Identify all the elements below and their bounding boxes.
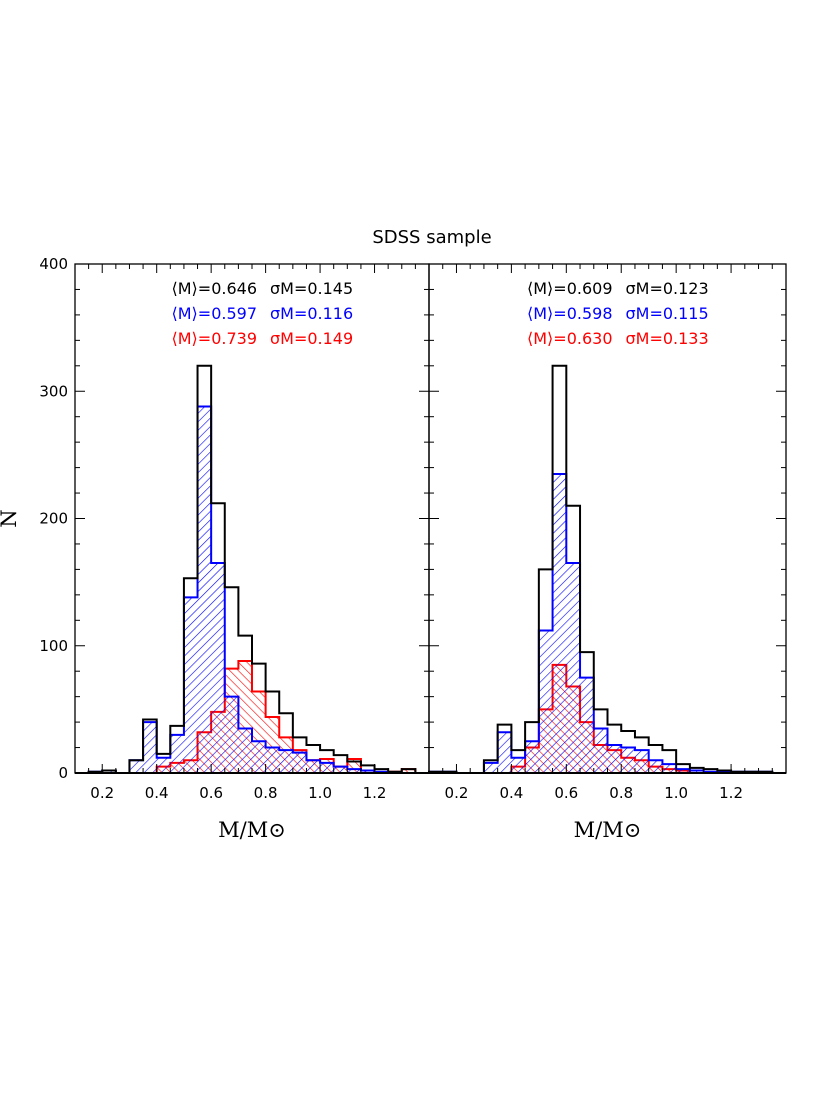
y-tick-label: 100 <box>39 637 68 655</box>
histogram-outline <box>428 472 786 774</box>
histogram-fill <box>75 661 429 773</box>
mean-annotation: ⟨M⟩=0.598 <box>527 304 613 323</box>
x-tick-label: 0.6 <box>199 784 223 802</box>
figure-title: SDSS sample <box>372 227 491 248</box>
x-tick-label: 0.2 <box>90 784 114 802</box>
y-tick-label: 0 <box>58 764 68 782</box>
x-tick-label: 1.0 <box>664 784 688 802</box>
x-tick-label: 0.8 <box>609 784 633 802</box>
sigma-annotation: σM=0.115 <box>626 304 709 323</box>
y-axis-label: N <box>0 509 21 527</box>
histogram-series-0 <box>428 364 786 774</box>
mean-annotation: ⟨M⟩=0.609 <box>527 279 613 298</box>
x-axis-label: M/M⊙ <box>218 818 286 842</box>
sigma-annotation: σM=0.116 <box>270 304 353 323</box>
x-tick-label: 0.2 <box>445 784 469 802</box>
y-tick-label: 400 <box>39 255 68 273</box>
mean-annotation: ⟨M⟩=0.597 <box>172 304 258 323</box>
x-tick-label: 0.6 <box>554 784 578 802</box>
y-tick-label: 200 <box>39 510 68 528</box>
sigma-annotation: σM=0.149 <box>270 329 353 348</box>
sigma-annotation: σM=0.145 <box>270 279 353 298</box>
sigma-annotation: σM=0.123 <box>626 279 709 298</box>
panel-1: 0.2 0.4 0.6 0.8 1.0 1.2 0 100 200 300 400 M/M⊙ N ⟨M⟩=… <box>0 255 430 842</box>
x-tick-label: 0.4 <box>499 784 523 802</box>
x-tick-label: 0.8 <box>254 784 278 802</box>
x-axis-label: M/M⊙ <box>574 818 642 842</box>
histogram-outline <box>428 364 786 774</box>
histogram-panels: 0.2 0.4 0.6 0.8 1.0 1.2 0 100 200 300 400 M/M⊙ N ⟨M⟩=… <box>0 255 787 842</box>
sigma-annotation: σM=0.133 <box>626 329 709 348</box>
y-tick-label: 300 <box>39 382 68 400</box>
mean-annotation: ⟨M⟩=0.739 <box>172 329 258 348</box>
mean-annotation: ⟨M⟩=0.646 <box>172 279 258 298</box>
x-tick-label: 1.2 <box>719 784 743 802</box>
x-tick-label: 1.0 <box>308 784 332 802</box>
histogram-series-1 <box>428 472 786 774</box>
x-tick-label: 0.4 <box>145 784 169 802</box>
x-tick-label: 1.2 <box>363 784 387 802</box>
panel-2: 0.2 0.4 0.6 0.8 1.0 1.2 M/M⊙ ⟨M⟩=0.609 σM=0.123 ⟨… <box>428 263 787 842</box>
mean-annotation: ⟨M⟩=0.630 <box>527 329 613 348</box>
